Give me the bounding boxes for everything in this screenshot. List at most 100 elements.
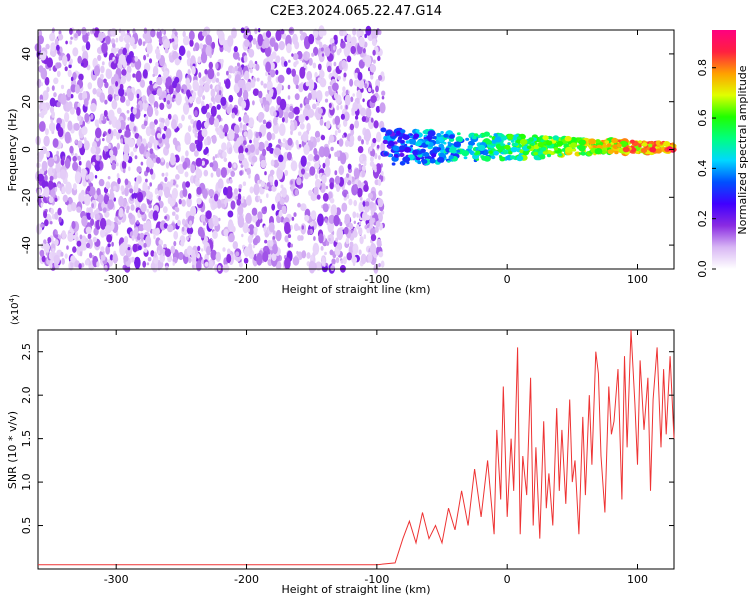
spectrogram-cell bbox=[202, 188, 208, 199]
spectrogram-cell bbox=[83, 98, 89, 107]
spectrogram-cell bbox=[546, 153, 552, 158]
spectrogram-cell bbox=[268, 142, 273, 148]
spectrogram-cell bbox=[87, 233, 92, 240]
spectrogram-cell bbox=[290, 160, 298, 172]
spectrogram-cell bbox=[213, 118, 220, 128]
spectrogram-cell bbox=[116, 133, 120, 140]
spectrogram-cell bbox=[233, 144, 238, 150]
spectrogram-cell bbox=[352, 101, 359, 112]
spectrogram-cell bbox=[449, 147, 457, 154]
spectrogram-cell bbox=[328, 233, 335, 245]
spectrogram-cell bbox=[357, 71, 363, 81]
spectrogram-cell bbox=[290, 185, 294, 192]
spectrogram-cell bbox=[238, 126, 243, 133]
spectrogram-cell bbox=[376, 238, 382, 248]
spectrogram-cell bbox=[241, 106, 245, 111]
spectrogram-cell bbox=[185, 99, 189, 106]
spectrogram-cell bbox=[202, 221, 206, 226]
spectrogram-cell bbox=[155, 157, 161, 164]
spectrogram-cell bbox=[636, 147, 641, 151]
spectrogram-cell bbox=[358, 59, 365, 69]
spectrogram-cell bbox=[150, 28, 156, 38]
spectrogram-cell bbox=[372, 164, 377, 171]
spectrogram-cell bbox=[384, 137, 389, 140]
spectrogram-cell bbox=[54, 239, 59, 246]
spectrogram-cell bbox=[238, 184, 243, 189]
spectrogram-cell bbox=[205, 45, 212, 57]
spectrogram-cell bbox=[253, 183, 260, 196]
spectrogram-cell bbox=[198, 72, 202, 79]
spectrogram-cell bbox=[145, 126, 152, 137]
spectrogram-cell bbox=[439, 152, 445, 157]
spectrogram-cell bbox=[91, 203, 94, 209]
spectrogram-cell bbox=[40, 242, 46, 249]
spectrogram-cell bbox=[443, 133, 449, 138]
spectrogram-cell bbox=[252, 100, 255, 106]
spectrogram-cell bbox=[335, 237, 339, 243]
snr-frame bbox=[37, 329, 675, 570]
spectrogram-cell bbox=[286, 67, 292, 75]
spectrogram-cell bbox=[233, 46, 238, 53]
spectrogram-cell bbox=[361, 116, 367, 122]
spectrogram-cell bbox=[185, 77, 190, 86]
spectrogram-cell bbox=[182, 102, 190, 115]
spectrogram-cell bbox=[145, 153, 149, 159]
spectrogram-cell bbox=[322, 162, 326, 169]
spectrogram-cell bbox=[445, 147, 451, 152]
spectrogram-cell bbox=[360, 107, 367, 117]
spectrogram-cell bbox=[67, 69, 72, 78]
spectrogram-cell bbox=[90, 102, 97, 112]
spectrogram-cell bbox=[337, 75, 341, 81]
spectrogram-cell bbox=[465, 137, 470, 141]
spectrogram-cell bbox=[103, 78, 107, 84]
spectrogram-cell bbox=[377, 198, 384, 208]
spectrogram-cell bbox=[130, 151, 134, 157]
spectrogram-cell bbox=[323, 146, 330, 158]
spectrogram-cell bbox=[528, 137, 534, 142]
spectrogram-cell bbox=[578, 144, 585, 150]
spectrogram-cell bbox=[165, 162, 170, 169]
spectrogram-cell bbox=[330, 265, 335, 271]
spectrogram-cell bbox=[226, 70, 229, 76]
spectrogram-cell bbox=[342, 134, 345, 139]
spectrogram-cell bbox=[283, 111, 289, 119]
spectrogram-cell bbox=[59, 169, 67, 180]
spectrogram-cell bbox=[247, 34, 253, 42]
spectrogram-cell bbox=[50, 42, 56, 52]
spectrogram-cell bbox=[287, 234, 292, 239]
spectrogram-cell bbox=[321, 174, 327, 184]
spectrogram-cell bbox=[190, 118, 195, 125]
spectrogram-cell bbox=[353, 220, 356, 224]
spectrogram-cell bbox=[44, 76, 50, 86]
spectrogram-cell bbox=[375, 85, 379, 93]
spectrogram-cell bbox=[148, 93, 155, 104]
snr-x-label: Height of straight line (km) bbox=[281, 583, 430, 596]
spectrogram-cell bbox=[178, 198, 182, 205]
spectrogram-cell bbox=[216, 167, 221, 178]
spectrogram-cell bbox=[318, 41, 323, 49]
spectrogram-cell bbox=[320, 47, 324, 52]
spectrogram-cell bbox=[58, 33, 64, 41]
spectrogram-cell bbox=[249, 144, 255, 153]
spectrogram-cell bbox=[103, 110, 108, 117]
spectrogram-cell bbox=[436, 132, 442, 137]
spectrogram-cell bbox=[143, 248, 148, 253]
spectrogram-cell bbox=[342, 256, 347, 265]
spectrogram-cell bbox=[364, 54, 372, 68]
spectrogram-cell bbox=[369, 228, 376, 237]
spectrogram-cell bbox=[155, 52, 161, 60]
spectrogram-cell bbox=[94, 175, 98, 179]
spectrogram-cell bbox=[105, 35, 111, 45]
spectrogram-cell bbox=[594, 148, 603, 155]
spectrogram-cell bbox=[565, 146, 573, 153]
spectrogram-cell bbox=[112, 128, 117, 137]
spectrogram-cell bbox=[265, 94, 269, 99]
x-tick-label: 100 bbox=[627, 273, 648, 286]
spectrogram-cell bbox=[284, 257, 291, 270]
spectrogram-cell bbox=[136, 220, 139, 225]
spectrogram-cell bbox=[335, 150, 341, 158]
spectrogram-cell bbox=[325, 185, 329, 190]
spectrogram-cell bbox=[66, 88, 72, 98]
spectrogram-cell bbox=[239, 170, 243, 176]
spectrogram-cell bbox=[210, 105, 217, 117]
